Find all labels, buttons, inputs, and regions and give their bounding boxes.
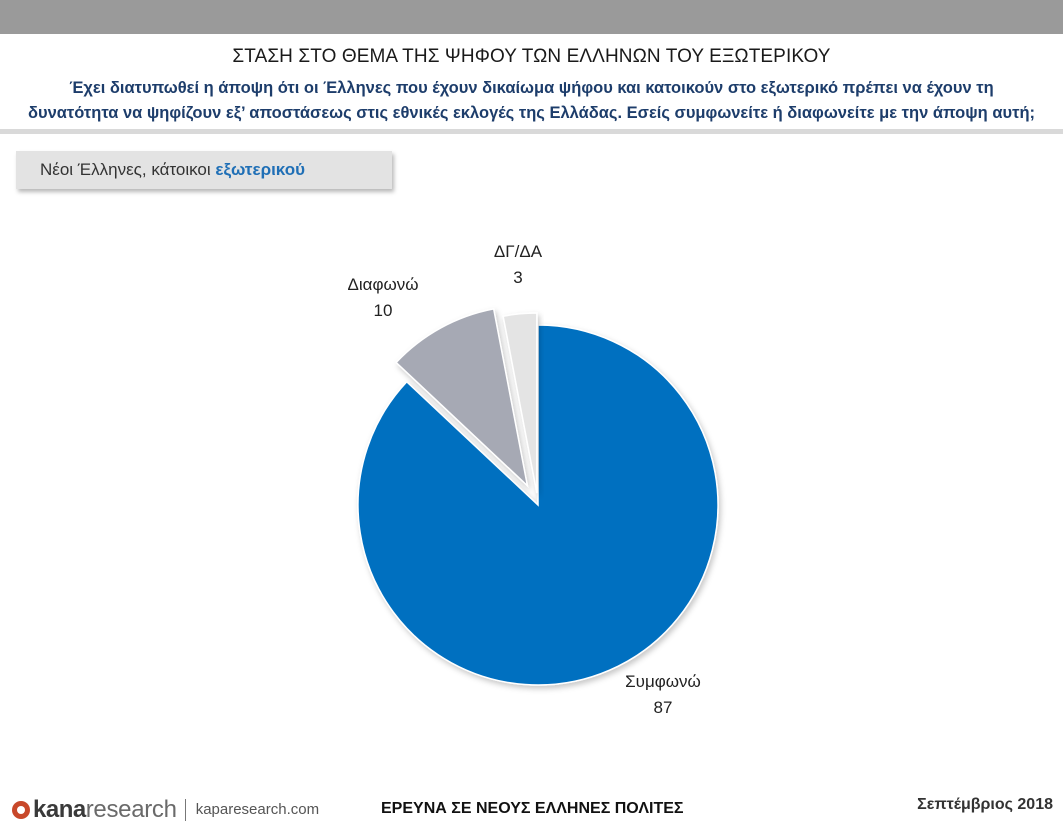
footer-date: Σεπτέμβριος 2018 [917,796,1053,813]
logo-kana: kana [33,796,86,823]
slice-label-3: ΔΓ/ΔΑ [494,242,543,261]
logo-research: research [85,796,177,823]
kapa-research-logo: kana research kaparesearch.com [12,796,319,824]
slice-label-1: Συμφωνώ [625,672,701,691]
survey-question-line-2: δυνατότητα να ψηφίζουν εξ’ αποστάσεως στ… [27,104,1036,122]
pie-slice-1 [357,324,719,686]
pie-slice-2 [395,308,529,488]
pie-slices [357,308,719,686]
segment-prefix: Νέοι Έλληνες, κάτοικοι [40,160,216,179]
slice-label-2: Διαφωνώ [347,275,418,294]
segment-label: Νέοι Έλληνες, κάτοικοι εξωτερικού [16,151,392,189]
slice-value-3: 3 [513,268,522,287]
slice-value-1: 87 [654,698,673,717]
top-bar [0,0,1063,34]
survey-question: Έχει διατυπωθεί η άποψη ότι οι Έλληνες π… [0,76,1063,126]
logo-mark-icon [12,801,30,819]
page-title: ΣΤΑΣΗ ΣΤΟ ΘΕΜΑ ΤΗΣ ΨΗΦΟΥ ΤΩΝ ΕΛΛΗΝΩΝ ΤΟΥ… [232,46,831,67]
survey-question-line-1: Έχει διατυπωθεί η άποψη ότι οι Έλληνες π… [69,79,994,97]
pie-labels: Συμφωνώ 87 Διαφωνώ 10 ΔΓ/ΔΑ 3 [347,242,700,717]
logo-divider [184,799,186,821]
footer-url: kaparesearch.com [195,801,320,818]
slice-value-2: 10 [374,301,393,320]
pie-slice-3 [502,312,538,494]
segment-highlight: εξωτερικού [215,160,306,179]
header: ΣΤΑΣΗ ΣΤΟ ΘΕΜΑ ΤΗΣ ΨΗΦΟΥ ΤΩΝ ΕΛΛΗΝΩΝ ΤΟΥ… [0,34,1063,134]
footer: kana research kaparesearch.com ΕΡΕΥΝΑ ΣΕ… [0,780,1063,828]
footer-survey-name: ΕΡΕΥΝΑ ΣΕ ΝΕΟΥΣ ΕΛΛΗΝΕΣ ΠΟΛΙΤΕΣ [381,800,684,817]
